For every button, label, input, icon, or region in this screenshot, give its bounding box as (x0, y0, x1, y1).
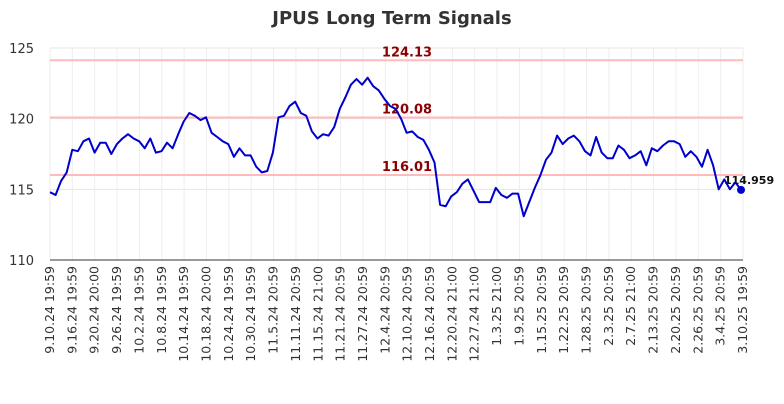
x-tick-label: 12.10.24 20:59 (400, 266, 415, 362)
x-tick-label: 11.5.24 20:59 (266, 266, 281, 354)
y-tick-label: 125 (9, 42, 34, 57)
x-tick-label: 10.14.24 19:59 (176, 266, 191, 362)
x-tick-label: 1.15.25 20:59 (534, 266, 549, 354)
x-tick-label: 9.26.24 19:59 (109, 266, 124, 354)
series-line (49, 76, 742, 218)
y-tick-label: 110 (9, 254, 34, 269)
reference-line-label: 116.01 (382, 160, 432, 175)
x-tick-label: 1.28.25 20:59 (579, 266, 594, 354)
x-tick-label: 9.10.24 19:59 (42, 266, 57, 354)
x-tick-label: 12.20.24 21:00 (444, 266, 459, 362)
x-tick-label: 10.24.24 19:59 (221, 266, 236, 362)
x-tick-label: 11.21.24 20:59 (333, 266, 348, 362)
x-tick-label: 12.4.24 20:59 (377, 266, 392, 354)
x-tick-label: 3.4.25 20:59 (713, 266, 728, 346)
x-tick-label: 1.3.25 21:00 (489, 266, 504, 346)
x-tick-label: 2.3.25 20:59 (601, 266, 616, 346)
x-tick-label: 2.7.25 21:00 (623, 266, 638, 346)
chart-title: JPUS Long Term Signals (272, 8, 512, 29)
x-tick-label: 10.2.24 19:59 (131, 266, 146, 354)
x-tick-label: 11.15.24 21:00 (310, 266, 325, 362)
y-tick-label: 120 (9, 113, 34, 128)
x-tick-label: 2.20.25 20:59 (668, 266, 683, 354)
x-tick-label: 2.13.25 20:59 (646, 266, 661, 354)
reference-line-label: 120.08 (382, 103, 432, 118)
x-tick-label: 11.11.24 20:59 (288, 266, 303, 362)
x-tick-label: 10.8.24 19:59 (154, 266, 169, 354)
x-tick-label: 1.9.25 20:59 (511, 266, 526, 346)
x-tick-label: 12.16.24 20:59 (422, 266, 437, 362)
last-point-marker (737, 185, 745, 194)
x-tick-label: 10.30.24 19:59 (243, 266, 258, 362)
x-tick-label: 12.27.24 21:00 (467, 266, 482, 362)
x-tick-label: 1.22.25 20:59 (556, 266, 571, 354)
y-tick-label: 115 (9, 183, 34, 198)
x-tick-label: 9.20.24 20:00 (87, 266, 102, 354)
x-tick-label: 2.26.25 20:59 (690, 266, 705, 354)
last-value-label: 114.959 (724, 174, 774, 187)
x-tick-label: 9.16.24 19:59 (64, 266, 79, 354)
x-tick-label: 11.27.24 20:59 (355, 266, 370, 362)
reference-line-label: 124.13 (382, 45, 432, 60)
x-tick-label: 3.10.25 19:59 (735, 266, 750, 354)
x-tick-label: 10.18.24 20:00 (198, 266, 213, 362)
